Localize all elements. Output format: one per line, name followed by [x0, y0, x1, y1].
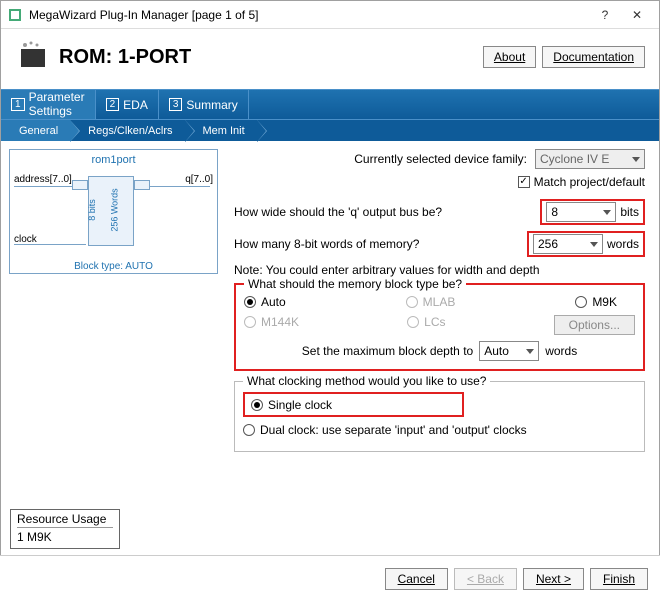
block-type-label: Block type: AUTO	[10, 261, 217, 272]
resource-value: 1 M9K	[17, 530, 113, 544]
next-button[interactable]: Next >	[523, 568, 584, 590]
help-button[interactable]: ?	[589, 4, 621, 26]
block-type-title: What should the memory block type be?	[244, 277, 466, 291]
radio-dual-clock[interactable]: Dual clock: use separate 'input' and 'ou…	[243, 423, 527, 437]
words-select[interactable]: 256	[533, 234, 603, 254]
wizard-steps: 1Parameter Settings 2EDA 3Summary	[1, 89, 659, 119]
block-diagram: rom1port address[7..0] q[7..0] clock 8 b…	[9, 149, 218, 274]
about-button[interactable]: About	[483, 46, 536, 68]
q-width-select[interactable]: 8	[546, 202, 616, 222]
footer: Cancel < Back Next > Finish	[0, 555, 660, 601]
radio-m144k: M144K	[244, 315, 299, 329]
right-pane: Currently selected device family: Cyclon…	[226, 141, 659, 581]
tab-meminit[interactable]: Mem Init	[185, 120, 257, 141]
back-button: < Back	[454, 568, 517, 590]
documentation-button[interactable]: Documentation	[542, 46, 645, 68]
window-title: MegaWizard Plug-In Manager [page 1 of 5]	[29, 8, 589, 22]
page-title: ROM: 1-PORT	[59, 46, 191, 69]
subtabs: General Regs/Clken/Aclrs Mem Init	[1, 119, 659, 141]
options-button: Options...	[554, 315, 635, 335]
close-button[interactable]: ✕	[621, 4, 653, 26]
port-address: address[7..0]	[14, 174, 72, 185]
device-family-select[interactable]: Cyclone IV E	[535, 149, 645, 169]
step-parameter-settings[interactable]: 1Parameter Settings	[1, 90, 96, 119]
q-width-unit: bits	[620, 205, 639, 219]
app-icon	[7, 7, 23, 23]
note-arbitrary: Note: You could enter arbitrary values f…	[234, 263, 645, 277]
device-family-label: Currently selected device family:	[354, 152, 527, 166]
cancel-button[interactable]: Cancel	[385, 568, 448, 590]
match-project-label: Match project/default	[534, 175, 645, 189]
match-project-checkbox[interactable]	[518, 176, 530, 188]
resource-usage: Resource Usage 1 M9K	[10, 509, 120, 549]
port-q: q[7..0]	[185, 174, 213, 185]
resource-title: Resource Usage	[17, 512, 113, 528]
radio-auto[interactable]: Auto	[244, 295, 286, 309]
radio-lcs: LCs	[407, 315, 445, 329]
words-unit: words	[607, 237, 639, 251]
tab-general[interactable]: General	[1, 120, 70, 141]
radio-single-clock[interactable]: Single clock	[251, 398, 332, 412]
diagram-block: 8 bits 256 Words	[88, 176, 134, 246]
diagram-title: rom1port	[10, 154, 217, 166]
step-eda[interactable]: 2EDA	[96, 90, 159, 119]
block-type-group: What should the memory block type be? Au…	[234, 283, 645, 371]
maxdepth-label: Set the maximum block depth to	[302, 344, 473, 358]
radio-mlab: MLAB	[406, 295, 456, 309]
clocking-title: What clocking method would you like to u…	[243, 374, 490, 388]
maxdepth-unit: words	[545, 344, 577, 358]
finish-button[interactable]: Finish	[590, 568, 648, 590]
titlebar: MegaWizard Plug-In Manager [page 1 of 5]…	[1, 1, 659, 29]
maxdepth-select[interactable]: Auto	[479, 341, 539, 361]
radio-m9k[interactable]: M9K	[575, 295, 617, 309]
step-summary[interactable]: 3Summary	[159, 90, 249, 119]
rom-icon	[15, 39, 51, 75]
q-width-label: How wide should the 'q' output bus be?	[234, 205, 540, 219]
tab-regs[interactable]: Regs/Clken/Aclrs	[70, 120, 184, 141]
clocking-group: What clocking method would you like to u…	[234, 381, 645, 452]
words-label: How many 8-bit words of memory?	[234, 237, 527, 251]
header: ROM: 1-PORT About Documentation	[1, 29, 659, 89]
